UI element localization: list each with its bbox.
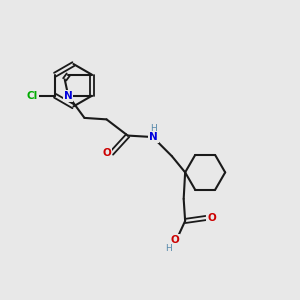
Text: H: H bbox=[150, 124, 157, 133]
Text: Cl: Cl bbox=[26, 91, 38, 101]
Text: O: O bbox=[103, 148, 112, 158]
Text: N: N bbox=[64, 91, 73, 101]
Text: H: H bbox=[166, 244, 172, 253]
Text: N: N bbox=[149, 132, 158, 142]
Text: O: O bbox=[207, 213, 216, 223]
Text: O: O bbox=[170, 235, 179, 245]
